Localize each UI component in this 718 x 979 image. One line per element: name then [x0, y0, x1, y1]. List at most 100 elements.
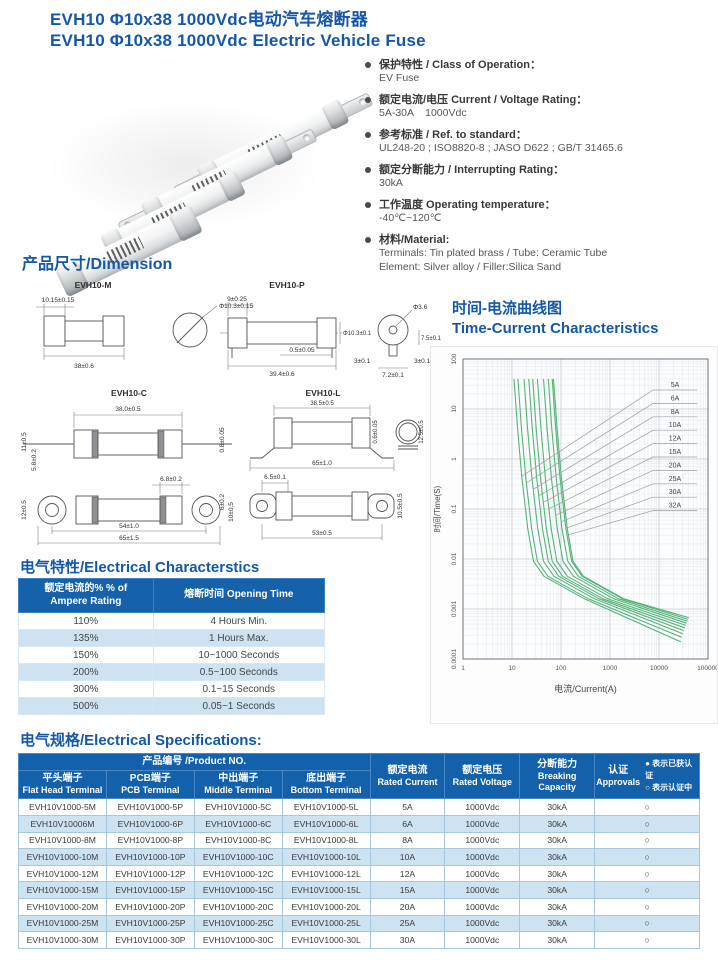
bullet-icon [365, 131, 371, 138]
spec-cell: EVH10V1000-12L [281, 864, 371, 883]
spec-cell: 25A [369, 914, 446, 933]
col-ampere-rating: 额定电流的% % of Ampere Rating [18, 578, 154, 613]
spec-cell: 30kA [519, 931, 596, 949]
spec-cell: 8A [369, 831, 446, 850]
svg-text:10±0.5: 10±0.5 [228, 502, 235, 522]
svg-text:0.0001: 0.0001 [451, 649, 458, 669]
spec-cell: EVH10V1000-30L [281, 931, 371, 949]
drawing-l-svg: 38.5±0.5 0.6±0.05 65±1.0 12.5±0.5 6.5±0.… [249, 401, 425, 540]
feature-item: 保护特性 / Class of Operation： EV Fuse [364, 58, 716, 86]
svg-text:0.001: 0.001 [451, 600, 458, 617]
characteristics-row: 200% 0.5~100 Seconds [18, 663, 326, 681]
svg-text:0.1: 0.1 [451, 504, 458, 513]
svg-text:10.5±0.5: 10.5±0.5 [397, 493, 404, 519]
characteristics-row: 135% 1 Hours Max. [18, 629, 326, 647]
col-flat-head-terminal: 平头端子 Flat Head Terminal [18, 770, 107, 800]
spec-cell: EVH10V1000-15C [193, 881, 283, 899]
spec-cell: EVH10V1000-15P [105, 881, 195, 899]
spec-cell: 30kA [519, 848, 596, 866]
col-rated-current: 额定电流 Rated Current [369, 752, 446, 800]
spec-cell: 30kA [519, 864, 596, 883]
svg-text:25A: 25A [669, 476, 682, 483]
spec-cell: EVH10V1000-8L [281, 831, 371, 850]
svg-text:7.5±0.1: 7.5±0.1 [421, 336, 442, 342]
characteristics-row: 150% 10~1000 Seconds [18, 646, 326, 664]
svg-text:54±1.0: 54±1.0 [119, 523, 139, 530]
approval-status-icon: ○ [594, 798, 700, 816]
svg-text:10A: 10A [669, 422, 682, 429]
bullet-icon [365, 96, 371, 103]
svg-text:30A: 30A [669, 489, 682, 496]
spec-row: EVH10V1000-12M EVH10V1000-12P EVH10V1000-1… [18, 864, 700, 883]
svg-text:1: 1 [461, 665, 465, 672]
spec-cell: 1000Vdc [444, 831, 521, 850]
approval-status-icon: ○ [594, 848, 700, 866]
bullet-icon [365, 201, 371, 208]
characteristics-row: 500% 0.05~1 Seconds [18, 697, 326, 715]
spec-row: EVH10V1000-10M EVH10V1000-10P EVH10V1000-1… [18, 848, 700, 866]
svg-text:1000: 1000 [603, 665, 618, 672]
spec-cell: EVH10V1000-25C [193, 914, 283, 933]
spec-cell: EVH10V1000-5P [105, 798, 195, 816]
page-title-en: EVH10 Φ10x38 1000Vdc Electric Vehicle Fu… [50, 31, 426, 51]
approval-status-icon: ○ [594, 931, 700, 949]
feature-item: 材料/Material: Terminals: Tin plated brass … [364, 233, 716, 275]
spec-cell: 30kA [519, 897, 596, 916]
svg-text:0.8±0.05: 0.8±0.05 [219, 427, 226, 453]
spec-cell: EVH10V1000-25L [281, 914, 371, 933]
col-approvals: 认证 Approvals ● 表示已获认证 ○ 表示认证中 [594, 752, 700, 800]
drawing-m-svg: 10.15±0.15 38±0.6 Φ10.3±0.15 [36, 297, 253, 370]
spec-cell: 1000Vdc [444, 897, 521, 916]
spec-cell: EVH10V1000-8M [18, 831, 107, 850]
svg-text:7.2±0.1: 7.2±0.1 [382, 372, 404, 379]
feature-label: 额定分断能力 / Interrupting Rating： [379, 163, 565, 176]
spec-cell: EVH10V1000-15L [281, 881, 371, 899]
spec-cell: 20A [369, 897, 446, 916]
svg-text:6±0.2: 6±0.2 [219, 494, 226, 511]
feature-label: 保护特性 / Class of Operation： [379, 59, 541, 71]
svg-text:电流/Current(A): 电流/Current(A) [554, 683, 617, 694]
svg-text:65±1.0: 65±1.0 [312, 460, 332, 467]
time-current-chart: 1 10 100 1000 10000 100000 0.0001 0.001 0.01 0.1 1… [430, 346, 718, 724]
approvals-legend-pending: ○ 表示认证中 [645, 783, 693, 793]
svg-text:Φ10.3±0.1: Φ10.3±0.1 [343, 331, 372, 337]
spec-cell: 12A [369, 864, 446, 883]
chart-heading-en: Time-Current Characteristics [452, 320, 659, 338]
feature-value: UL248-20 ; ISO8820-8 ; JASO D622 ; GB/T … [379, 142, 623, 155]
svg-text:10.15±0.15: 10.15±0.15 [42, 297, 75, 304]
col-product-no: 产品编号 /Product NO. [18, 752, 371, 772]
product-photo [26, 60, 374, 298]
spec-cell: EVH10V1000-5L [281, 798, 371, 816]
col-breaking-capacity: 分断能力 Breaking Capacity [519, 752, 596, 800]
svg-text:3±0.1: 3±0.1 [414, 358, 431, 365]
svg-text:3±0.1: 3±0.1 [354, 358, 371, 365]
characteristics-cell: 4 Hours Min. [152, 612, 326, 630]
spec-cell: EVH10V1000-20P [105, 897, 195, 916]
col-bottom-terminal: 底出端子 Bottom Terminal [281, 770, 371, 800]
feature-value: EV Fuse [379, 72, 420, 85]
svg-text:100: 100 [556, 665, 567, 672]
spec-cell: EVH10V1000-10M [18, 848, 107, 866]
feature-value: -40℃~120℃ [379, 212, 442, 225]
feature-value: Element: Silver alloy / Filler:Silica Sa… [379, 260, 562, 273]
spec-cell: 30kA [519, 881, 596, 899]
spec-cell: EVH10V1000-20L [281, 897, 371, 916]
spec-cell: 10A [369, 848, 446, 866]
col-opening-time: 熔断时间 Opening Time [152, 578, 326, 613]
svg-text:6A: 6A [671, 395, 680, 402]
spec-cell: EVH10V1000-15M [18, 881, 107, 899]
spec-cell: EVH10V1000-5M [18, 798, 107, 816]
spec-header-row-1: 产品编号 /Product NO. 额定电流 Rated Current 额定电… [18, 752, 700, 800]
svg-text:100: 100 [451, 353, 458, 364]
specifications-heading: 电气规格/Electrical Specifications: [20, 732, 262, 749]
svg-text:38.0±0.5: 38.0±0.5 [115, 406, 141, 413]
characteristics-row: 300% 0.1~15 Seconds [18, 680, 326, 698]
feature-list: 保护特性 / Class of Operation： EV Fuse 额定电流/电压… [364, 58, 716, 281]
drawing-label: EVH10-P [269, 280, 305, 290]
spec-row: EVH10V1000-15M EVH10V1000-15P EVH10V1000-1… [18, 881, 700, 899]
spec-cell: EVH10V1000-12C [193, 864, 283, 883]
spec-cell: EVH10V1000-25P [105, 914, 195, 933]
approval-status-icon: ○ [594, 881, 700, 899]
characteristics-cell: 0.5~100 Seconds [152, 663, 326, 681]
svg-text:1: 1 [451, 457, 458, 461]
